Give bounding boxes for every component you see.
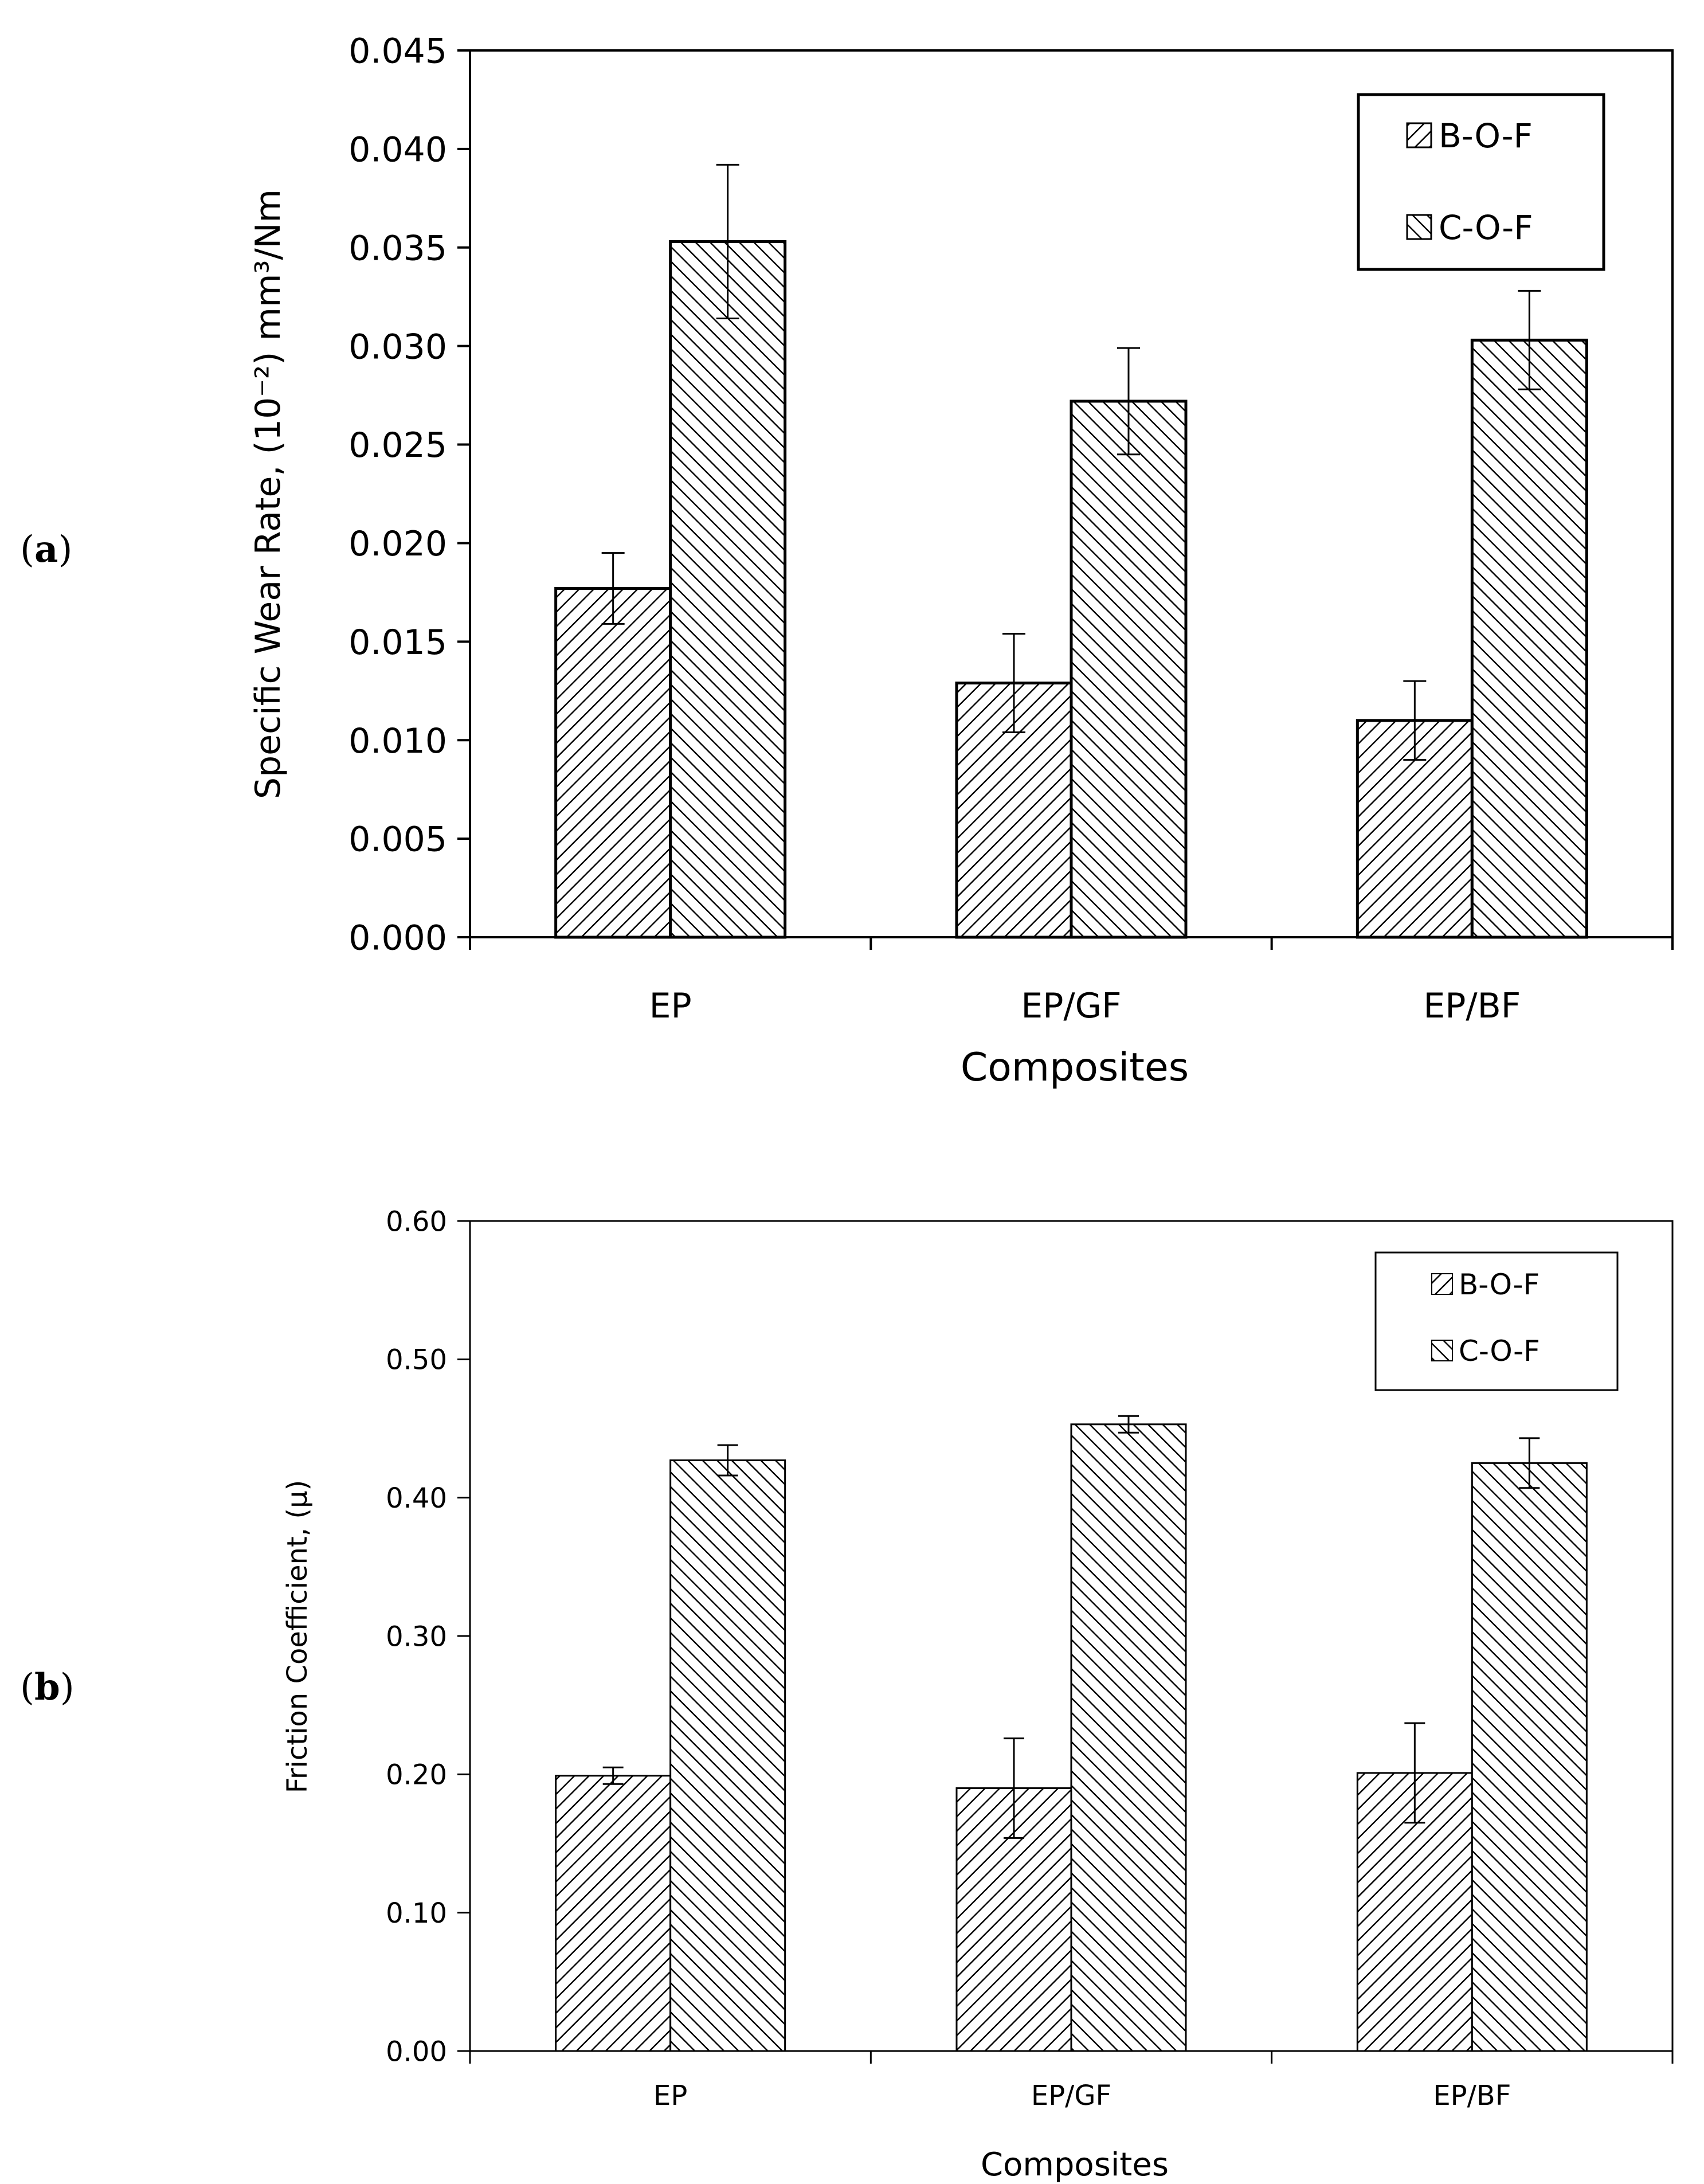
- panel-b-y-tick-label: 0.20: [386, 1759, 447, 1791]
- panel-a-legend-swatch-cof: [1406, 214, 1432, 240]
- panel-a-bar-b-o-f: [554, 587, 672, 939]
- panel-b-legend: B-O-F C-O-F: [1374, 1251, 1619, 1391]
- panel-b-legend-swatch-cof: [1431, 1340, 1453, 1361]
- panel-a-legend: B-O-F C-O-F: [1357, 93, 1605, 271]
- panel-a-y-tick-label: 0.040: [348, 130, 447, 170]
- panel-b-x-tick-label: EP: [653, 2080, 687, 2112]
- panel-a-bar-c-o-f: [669, 240, 787, 939]
- panel-a-x-tick-label: EP/BF: [1423, 986, 1521, 1026]
- panel-a-y-tick-label: 0.000: [348, 918, 447, 958]
- panel-b-bar-c-o-f: [1471, 1462, 1588, 2052]
- panel-a-bar-c-o-f: [1070, 400, 1188, 939]
- panel-b-label-letter: b: [34, 1666, 60, 1709]
- panel-b-bar-c-o-f: [1070, 1423, 1187, 2052]
- panel-b-y-tick-label: 0.50: [386, 1344, 447, 1376]
- panel-a-plot-frame: [469, 49, 1674, 938]
- panel-b-bars: [555, 1423, 1588, 2052]
- panel-b-y-tick-label: 0.00: [386, 2036, 447, 2068]
- panel-b-label-open: (: [20, 1666, 34, 1709]
- panel-b-x-tick-label: EP/BF: [1433, 2080, 1511, 2112]
- panel-b-legend-label-cof: C-O-F: [1459, 1334, 1540, 1368]
- panel-b-bar-c-o-f: [669, 1459, 786, 2052]
- panel-b-x-axis-label: Composites: [981, 2146, 1169, 2183]
- panel-b-y-ticks: 0.00 0.10 0.20 0.30 0.40 0.50 0.60: [386, 1205, 470, 2068]
- panel-a-legend-box: [1357, 93, 1605, 271]
- panel-a-label-close: ): [58, 529, 72, 571]
- panel-b-label-close: ): [60, 1666, 75, 1709]
- panel-b-y-tick-label: 0.60: [386, 1205, 447, 1238]
- panel-a: (a) 0.0000.0050.0100.0150.0200.0250.0300…: [20, 32, 1674, 1090]
- panel-a-y-tick-label: 0.025: [348, 425, 447, 465]
- panel-a-legend-label-cof: C-O-F: [1439, 208, 1533, 247]
- panel-b-x-ticks: EP EP/GF EP/BF: [469, 2051, 1674, 2112]
- panel-a-x-axis-label: Composites: [961, 1045, 1189, 1090]
- panel-a-errorbars: [601, 163, 1541, 761]
- panel-b-plot-frame: [469, 1220, 1674, 2052]
- panel-a-y-tick-label: 0.020: [348, 524, 447, 564]
- panel-a-x-tick-label: EP: [649, 986, 692, 1026]
- panel-a-y-tick-label: 0.045: [348, 32, 447, 72]
- panel-b-y-tick-label: 0.40: [386, 1482, 447, 1514]
- panel-b-x-tick-label: EP/GF: [1031, 2080, 1111, 2112]
- panel-a-y-tick-label: 0.015: [348, 623, 447, 663]
- panel-a-bar-c-o-f: [1470, 338, 1588, 939]
- panel-a-x-ticks: EP EP/GF EP/BF: [469, 937, 1674, 1026]
- panel-a-bars: [554, 240, 1588, 939]
- panel-a-legend-label-bof: B-O-F: [1439, 116, 1533, 155]
- panel-a-y-ticks: 0.000 0.005 0.010 0.015 0.020 0.025 0.030 0.035…: [348, 32, 470, 958]
- panel-a-y-tick-label: 0.035: [348, 228, 447, 268]
- panel-b-y-tick-label: 0.10: [386, 1897, 447, 1929]
- panel-b-y-axis-label: Friction Coefficient, (µ): [281, 1480, 314, 1794]
- panel-b: (b) 0.00 0.10 0.20 0.30 0.40 0.50 0.60 EP EP/GF…: [20, 1205, 1674, 2183]
- panel-b-bar-b-o-f: [555, 1775, 672, 2052]
- panel-b-label: (b): [20, 1666, 75, 1709]
- panel-a-y-tick-label: 0.005: [348, 820, 447, 860]
- panel-b-legend-label-bof: B-O-F: [1459, 1268, 1540, 1301]
- panel-a-y-tick-label: 0.030: [348, 327, 447, 367]
- panel-a-label: (a): [20, 528, 72, 571]
- panel-a-y-axis-label: Specific Wear Rate, (10⁻²) mm³/Nm: [248, 189, 288, 799]
- panel-a-label-letter: a: [34, 528, 58, 571]
- panel-b-errorbars: [602, 1415, 1540, 1839]
- panel-a-y-tick-label: 0.010: [348, 721, 447, 761]
- panel-b-legend-swatch-bof: [1431, 1273, 1453, 1295]
- panel-a-x-tick-label: EP/GF: [1021, 986, 1121, 1026]
- panel-b-y-tick-label: 0.30: [386, 1621, 447, 1653]
- panel-a-label-open: (: [20, 529, 34, 571]
- panel-b-legend-box: [1374, 1251, 1619, 1391]
- panel-a-legend-swatch-bof: [1406, 122, 1432, 148]
